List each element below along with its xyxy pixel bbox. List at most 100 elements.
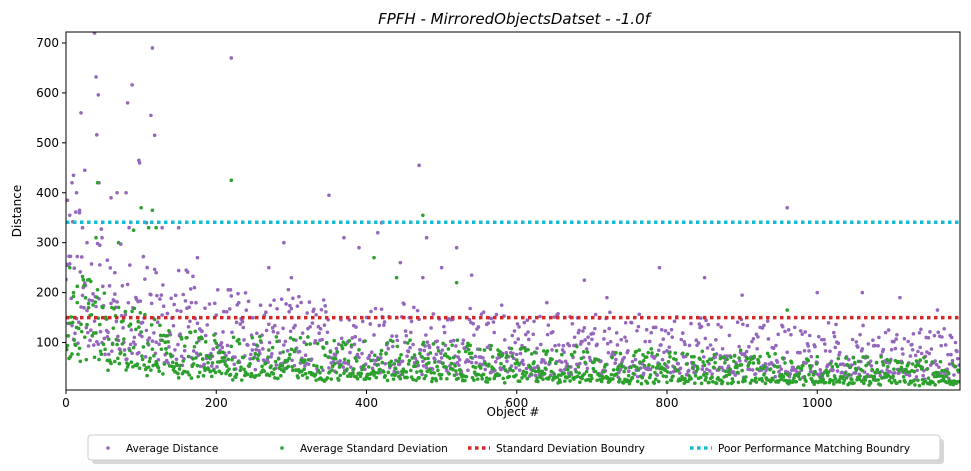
point <box>161 372 165 376</box>
point <box>115 300 119 304</box>
point <box>706 322 711 327</box>
point <box>140 354 144 358</box>
point <box>215 365 219 369</box>
point <box>255 343 259 347</box>
point <box>342 357 347 362</box>
point <box>80 225 85 230</box>
point <box>258 334 262 339</box>
point <box>179 354 184 359</box>
point <box>638 360 642 364</box>
point <box>939 343 944 348</box>
point <box>566 364 571 369</box>
point <box>842 378 847 383</box>
point <box>122 348 127 352</box>
point <box>135 362 140 366</box>
point <box>885 368 889 372</box>
point <box>122 337 126 341</box>
point <box>939 379 944 383</box>
point <box>956 368 960 373</box>
point <box>189 376 194 380</box>
point <box>563 367 567 372</box>
point <box>350 336 355 340</box>
point <box>267 322 271 327</box>
point <box>440 348 445 352</box>
point <box>473 354 478 359</box>
point <box>785 205 790 210</box>
point <box>195 255 200 260</box>
point <box>84 357 89 362</box>
point <box>548 360 552 364</box>
point <box>597 373 602 378</box>
point <box>100 235 104 240</box>
point <box>659 343 663 347</box>
point <box>689 376 693 381</box>
point <box>394 366 398 371</box>
point <box>523 374 527 378</box>
point <box>877 335 881 340</box>
point <box>794 379 799 384</box>
point <box>446 347 451 351</box>
point <box>390 344 395 349</box>
point <box>435 364 439 369</box>
point <box>282 369 286 374</box>
point <box>137 325 141 329</box>
point <box>591 331 596 336</box>
point <box>387 364 392 368</box>
point <box>517 379 522 384</box>
point <box>876 343 880 348</box>
point <box>813 344 817 349</box>
point <box>329 377 333 381</box>
point <box>533 369 538 374</box>
point <box>879 355 883 359</box>
point <box>137 350 141 355</box>
point <box>168 332 173 337</box>
point <box>373 306 378 311</box>
point <box>147 336 152 340</box>
point <box>335 350 340 354</box>
point <box>887 378 892 383</box>
point <box>591 366 596 371</box>
point <box>851 355 856 360</box>
point <box>250 348 255 352</box>
point <box>116 240 121 245</box>
point <box>176 376 181 380</box>
point <box>633 357 638 362</box>
point <box>884 360 889 365</box>
point <box>132 335 137 340</box>
point <box>160 338 164 343</box>
point <box>197 370 202 375</box>
point <box>231 335 236 340</box>
point <box>282 240 286 245</box>
point <box>115 190 119 195</box>
point <box>130 309 134 314</box>
point <box>497 373 502 377</box>
point <box>282 343 286 347</box>
point <box>312 363 316 368</box>
point <box>439 372 444 377</box>
point <box>946 371 951 376</box>
point <box>355 376 360 381</box>
point <box>553 343 557 348</box>
point <box>177 367 182 371</box>
point <box>735 365 739 370</box>
point <box>502 338 507 342</box>
point <box>747 344 751 349</box>
point <box>724 373 729 378</box>
point <box>67 213 72 218</box>
point <box>554 349 559 353</box>
point <box>572 350 577 354</box>
point <box>319 365 324 370</box>
point <box>85 330 90 335</box>
point <box>513 340 518 345</box>
point <box>532 366 537 370</box>
point <box>417 163 421 168</box>
point <box>665 380 669 385</box>
point <box>338 373 343 378</box>
point <box>661 337 666 341</box>
point <box>693 381 697 385</box>
point <box>258 339 263 343</box>
point <box>502 364 506 369</box>
point <box>76 352 80 357</box>
point <box>314 312 318 317</box>
point <box>517 368 522 372</box>
